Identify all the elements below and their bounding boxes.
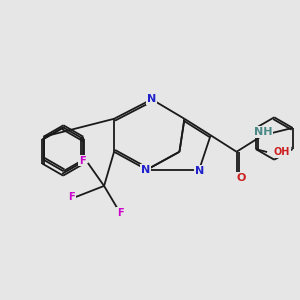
- Text: F: F: [68, 192, 75, 203]
- Text: N: N: [141, 165, 150, 175]
- Text: N: N: [147, 94, 156, 104]
- Text: O: O: [236, 173, 246, 183]
- Text: OH: OH: [274, 147, 290, 157]
- Text: F: F: [79, 156, 85, 166]
- Text: NH: NH: [254, 127, 272, 137]
- Text: F: F: [117, 208, 124, 218]
- Text: N: N: [194, 166, 204, 176]
